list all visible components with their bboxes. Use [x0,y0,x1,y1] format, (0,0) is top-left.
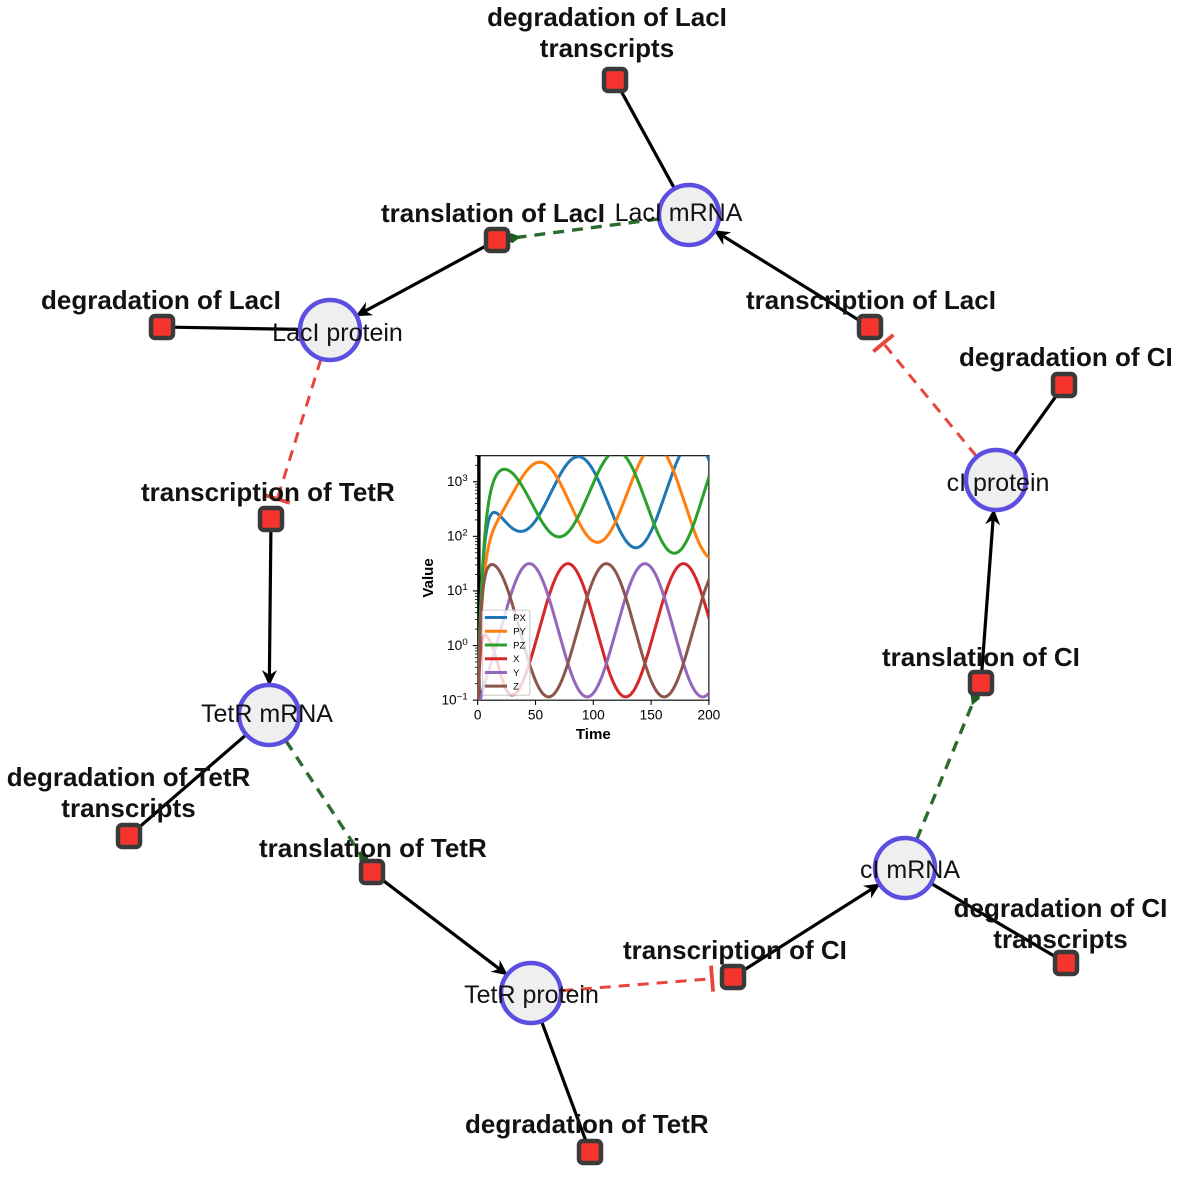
svg-text:PY: PY [513,627,526,638]
svg-text:PX: PX [513,613,526,624]
svg-text:Value: Value [420,558,437,597]
svg-text:Y: Y [513,668,520,679]
svg-text:200: 200 [697,708,720,723]
svg-text:150: 150 [640,708,663,723]
svg-text:Z: Z [513,682,519,693]
svg-text:PZ: PZ [513,640,525,651]
svg-text:0: 0 [474,708,482,723]
svg-text:X: X [513,654,520,665]
svg-text:Time: Time [576,726,611,741]
svg-text:50: 50 [528,708,544,723]
svg-text:100: 100 [582,708,605,723]
